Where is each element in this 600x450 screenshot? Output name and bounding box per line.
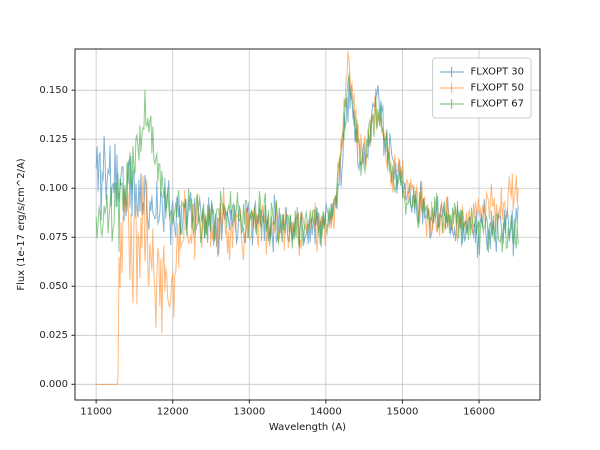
figure xyxy=(0,0,600,450)
spectrum-flux-chart xyxy=(0,0,600,450)
